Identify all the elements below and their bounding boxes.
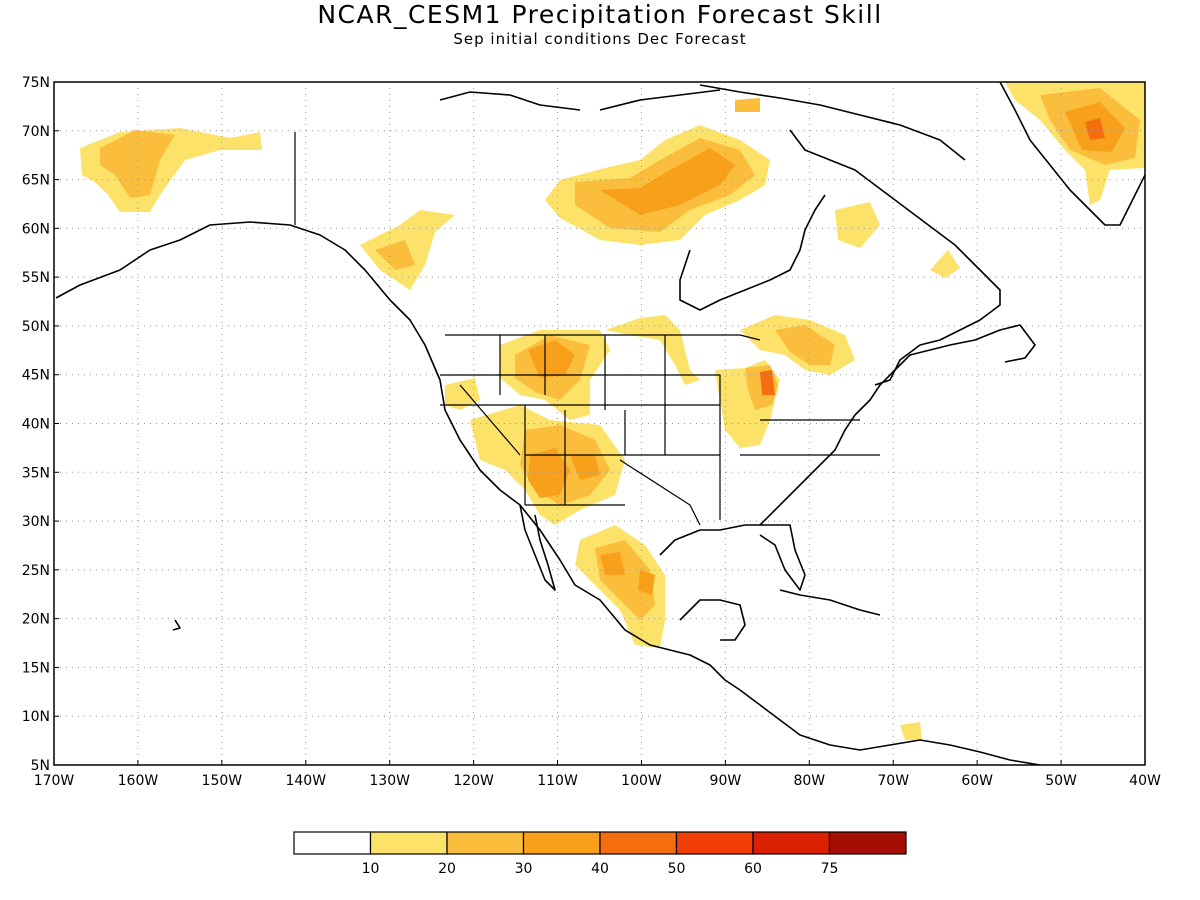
map-title: NCAR_CESM1 Precipitation Forecast Skill	[317, 0, 883, 29]
latitude-labels: 75N 70N 65N 60N 55N 50N 45N 40N 35N 30N 25N 20N 15N 1…	[22, 75, 50, 774]
map-subtitle: Sep initial conditions Dec Forecast	[453, 30, 747, 48]
lat-label: 25N	[22, 563, 50, 579]
lat-label: 45N	[22, 368, 50, 384]
colorbar-swatch	[828, 831, 907, 855]
colorbar-swatch	[369, 831, 448, 855]
lat-label: 70N	[22, 124, 50, 140]
coastlines	[55, 82, 1145, 765]
lon-label: 100W	[621, 773, 662, 789]
colorbar-swatch	[599, 831, 678, 855]
skill-region-yukon	[360, 210, 455, 290]
lon-label: 60W	[961, 773, 993, 789]
lon-label: 120W	[453, 773, 494, 789]
lat-label: 50N	[22, 319, 50, 335]
colorbar-swatch	[752, 831, 831, 855]
lat-label: 10N	[22, 709, 50, 725]
colorbar-swatch	[446, 831, 525, 855]
skill-region-venezuela	[900, 722, 922, 740]
lon-label: 40W	[1129, 773, 1161, 789]
colorbar-label: 50	[668, 861, 686, 877]
lon-label: 160W	[118, 773, 159, 789]
lat-label: 65N	[22, 173, 50, 189]
colorbar-label: 60	[744, 861, 762, 877]
skill-region-southwest	[445, 378, 625, 525]
lon-label: 170W	[34, 773, 75, 789]
colorbar-label: 10	[362, 861, 380, 877]
colorbar-label: 75	[821, 861, 839, 877]
colorbar-swatch	[675, 831, 754, 855]
lon-label: 140W	[285, 773, 326, 789]
colorbar-label: 30	[515, 861, 533, 877]
colorbar: 10 20 30 40 50 60 75	[293, 831, 907, 877]
lon-label: 90W	[710, 773, 742, 789]
skill-region-great-lakes	[605, 315, 855, 448]
skill-region-alaska	[80, 128, 262, 212]
lat-label: 30N	[22, 514, 50, 530]
lat-label: 75N	[22, 75, 50, 91]
lon-label: 80W	[793, 773, 825, 789]
skill-region-mexico	[575, 525, 665, 648]
lat-label: 40N	[22, 417, 50, 433]
lat-label: 60N	[22, 221, 50, 237]
colorbar-swatch	[522, 831, 601, 855]
colorbar-swatch	[293, 831, 372, 855]
lat-label: 35N	[22, 465, 50, 481]
lat-label: 15N	[22, 660, 50, 676]
skill-region-labrador	[735, 98, 960, 278]
skill-region-hudson-bay	[545, 125, 770, 245]
lat-label: 55N	[22, 270, 50, 286]
map-frame	[53, 81, 1146, 766]
colorbar-label: 20	[438, 861, 456, 877]
lat-label: 5N	[31, 758, 50, 774]
lon-label: 130W	[369, 773, 410, 789]
skill-field	[80, 82, 1145, 740]
borders	[294, 132, 880, 526]
skill-region-greenland	[1005, 82, 1145, 205]
colorbar-label: 40	[591, 861, 609, 877]
lat-label: 20N	[22, 612, 50, 628]
lon-label: 70W	[877, 773, 909, 789]
longitude-labels: 170W 160W 150W 140W 130W 120W 110W 100W 90W 80W 70…	[34, 773, 1161, 789]
lon-label: 50W	[1045, 773, 1077, 789]
lon-label: 150W	[202, 773, 243, 789]
lon-label: 110W	[537, 773, 578, 789]
